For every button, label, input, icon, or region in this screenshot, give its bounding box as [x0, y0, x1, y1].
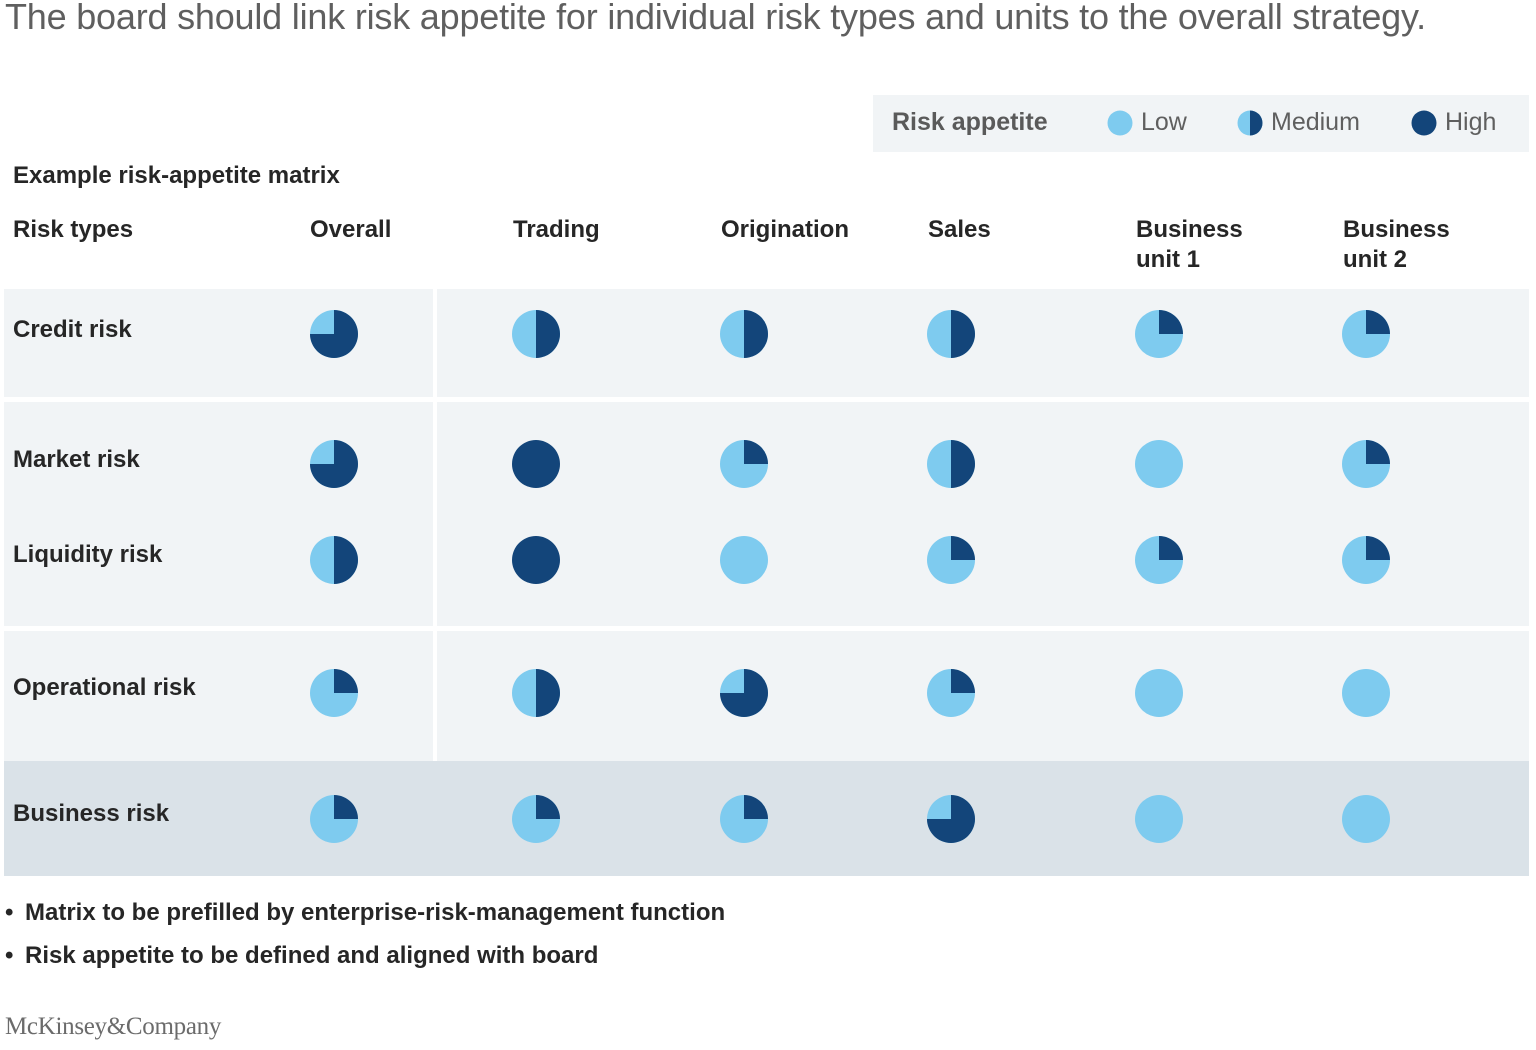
- row-label-liquidity-risk: Liquidity risk: [13, 541, 163, 568]
- legend: Risk appetite Low Medium High: [873, 95, 1529, 152]
- note-2: • Risk appetite to be defined and aligned…: [5, 942, 598, 970]
- appetite-marker-operational-risk-overall: [310, 669, 358, 717]
- appetite-marker-business-risk-business-unit-2: [1342, 795, 1390, 843]
- appetite-marker-operational-risk-origination: [720, 669, 768, 717]
- column-header-business-unit-2-line1: Business: [1343, 216, 1450, 243]
- appetite-marker-market-risk-overall: [310, 440, 358, 488]
- appetite-marker-business-risk-origination: [720, 795, 768, 843]
- appetite-marker-liquidity-risk-trading: [512, 536, 560, 584]
- column-header-origination: Origination: [721, 216, 849, 243]
- row-label-operational-risk: Operational risk: [13, 674, 196, 701]
- appetite-marker-operational-risk-trading: [512, 669, 560, 717]
- appetite-marker-liquidity-risk-sales: [927, 536, 975, 584]
- appetite-marker-liquidity-risk-business-unit-2: [1342, 536, 1390, 584]
- column-header-business-unit-1-line2: unit 1: [1136, 246, 1200, 273]
- column-header-trading: Trading: [513, 216, 600, 243]
- note-1-bullet: •: [5, 899, 14, 926]
- appetite-marker-business-risk-business-unit-1: [1135, 795, 1183, 843]
- appetite-marker-market-risk-origination: [720, 440, 768, 488]
- appetite-marker-operational-risk-sales: [927, 669, 975, 717]
- band-credit: [4, 289, 1529, 397]
- appetite-marker-credit-risk-business-unit-1: [1135, 310, 1183, 358]
- column-header-risk-types: Risk types: [13, 216, 134, 243]
- column-header-business-unit-2-line2: unit 2: [1343, 246, 1407, 273]
- appetite-marker-market-risk-trading: [512, 440, 560, 488]
- appetite-marker-credit-risk-overall: [310, 310, 358, 358]
- appetite-marker-liquidity-risk-overall: [310, 536, 358, 584]
- appetite-marker-operational-risk-business-unit-2: [1342, 669, 1390, 717]
- appetite-marker-credit-risk-trading: [512, 310, 560, 358]
- row-label-market-risk: Market risk: [13, 446, 140, 473]
- matrix-title: Example risk-appetite matrix: [13, 162, 340, 189]
- appetite-marker-credit-risk-origination: [720, 310, 768, 358]
- appetite-marker-market-risk-business-unit-1: [1135, 440, 1183, 488]
- appetite-marker-business-risk-trading: [512, 795, 560, 843]
- appetite-marker-market-risk-business-unit-2: [1342, 440, 1390, 488]
- legend-label-low: Low: [1141, 108, 1187, 136]
- appetite-marker-liquidity-risk-origination: [720, 536, 768, 584]
- appetite-marker-business-risk-overall: [310, 795, 358, 843]
- column-header-sales: Sales: [928, 216, 991, 243]
- appetite-marker-market-risk-sales: [927, 440, 975, 488]
- legend-title: Risk appetite: [892, 108, 1048, 136]
- column-header-business-unit-2: Business unit 2: [1343, 215, 1450, 275]
- note-1-text: Matrix to be prefilled by enterprise-ris…: [25, 899, 726, 926]
- legend-label-medium: Medium: [1271, 108, 1360, 136]
- row-label-credit-risk: Credit risk: [13, 316, 132, 343]
- legend-swatch-medium: [1237, 110, 1263, 136]
- column-header-business-unit-1: Business unit 1: [1136, 215, 1243, 275]
- column-divider: [433, 289, 437, 761]
- appetite-marker-credit-risk-business-unit-2: [1342, 310, 1390, 358]
- legend-label-high: High: [1445, 108, 1497, 136]
- appetite-marker-liquidity-risk-business-unit-1: [1135, 536, 1183, 584]
- note-2-text: Risk appetite to be defined and aligned …: [25, 942, 599, 969]
- legend-swatch-high: [1411, 110, 1437, 136]
- note-1: • Matrix to be prefilled by enterprise-ri…: [5, 899, 725, 927]
- chart-headline: The board should link risk appetite for …: [5, 0, 1426, 37]
- appetite-marker-operational-risk-business-unit-1: [1135, 669, 1183, 717]
- appetite-marker-credit-risk-sales: [927, 310, 975, 358]
- column-header-business-unit-1-line1: Business: [1136, 216, 1243, 243]
- note-2-bullet: •: [5, 942, 14, 969]
- column-header-overall: Overall: [310, 216, 392, 243]
- band-market-liquidity: [4, 402, 1529, 626]
- mckinsey-logo: McKinsey&Company: [5, 1013, 222, 1040]
- appetite-marker-business-risk-sales: [927, 795, 975, 843]
- legend-swatch-low: [1107, 110, 1133, 136]
- row-label-business-risk: Business risk: [13, 800, 170, 827]
